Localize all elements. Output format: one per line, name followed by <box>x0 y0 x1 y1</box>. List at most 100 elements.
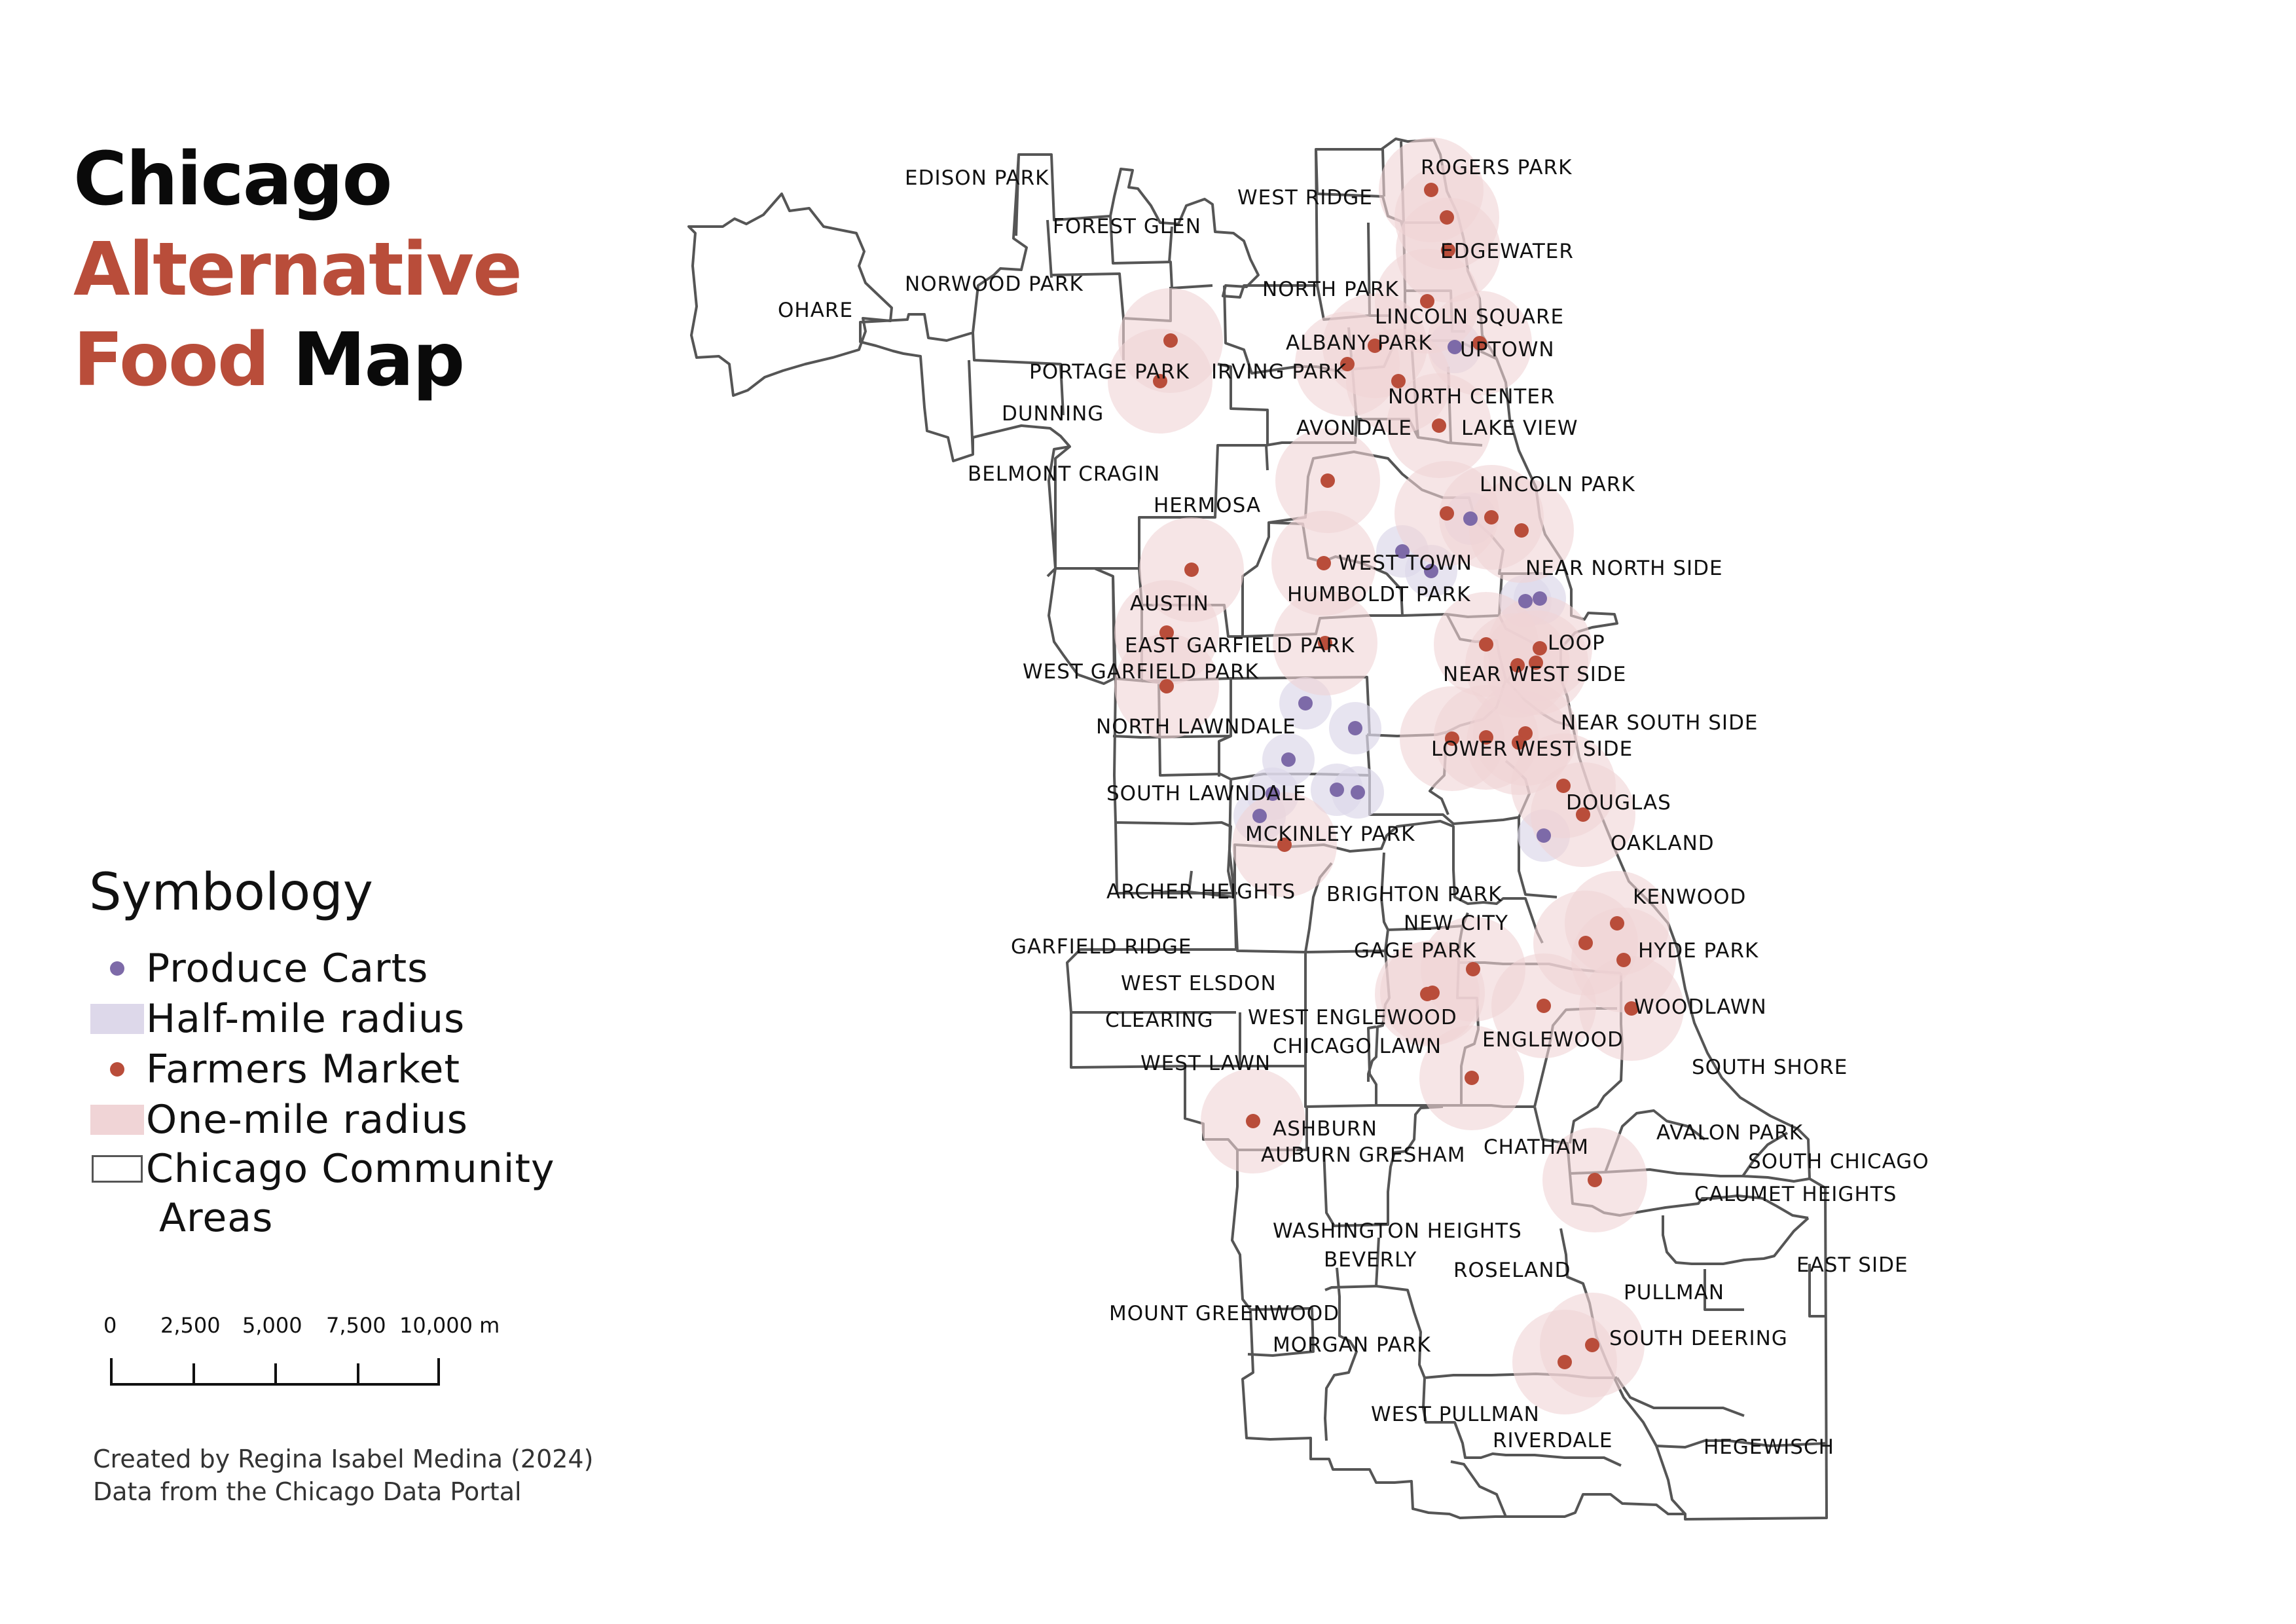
community-area-label: HUMBOLDT PARK <box>1287 583 1471 606</box>
farmers-market-dot[interactable] <box>1514 523 1529 538</box>
farmers-market-dot[interactable] <box>1432 418 1446 433</box>
produce-cart-dot[interactable] <box>1330 783 1344 797</box>
farmers-market-dot[interactable] <box>1556 779 1571 793</box>
farmers-market-dot[interactable] <box>1317 556 1331 570</box>
farmers-market-dot[interactable] <box>1420 987 1434 1001</box>
farmers-market-dot[interactable] <box>1321 473 1335 488</box>
location-dots-layer <box>1153 183 1639 1369</box>
boundary-internal-west <box>1046 567 1237 898</box>
farmers-market-dot[interactable] <box>1246 1114 1260 1128</box>
farmers-market-dot[interactable] <box>1537 999 1551 1013</box>
produce-cart-dot[interactable] <box>1518 594 1533 608</box>
community-area-label: WEST LAWN <box>1140 1052 1271 1075</box>
farmers-market-dot[interactable] <box>1578 936 1593 950</box>
farmers-market-dot[interactable] <box>1585 1338 1599 1352</box>
produce-cart-dot[interactable] <box>1348 721 1362 735</box>
farmers-market-dot[interactable] <box>1533 641 1547 655</box>
community-area-label: MCKINLEY PARK <box>1245 822 1415 846</box>
farmers-market-dot[interactable] <box>1610 916 1624 931</box>
community-area-label: HYDE PARK <box>1638 939 1758 963</box>
lavender-patch-icon <box>90 1004 144 1034</box>
farmers-market-dot[interactable] <box>1440 210 1454 225</box>
community-area-label: DOUGLAS <box>1566 791 1671 815</box>
community-area-label: WASHINGTON HEIGHTS <box>1273 1219 1522 1243</box>
farmers-market-dot[interactable] <box>1465 1071 1479 1085</box>
community-area-label: MOUNT GREENWOOD <box>1109 1302 1339 1325</box>
community-area-label: SOUTH DEERING <box>1609 1327 1788 1350</box>
community-area-label: HERMOSA <box>1154 494 1261 517</box>
farmers-market-dot[interactable] <box>1466 962 1480 976</box>
farmers-market-dot[interactable] <box>1479 730 1493 745</box>
produce-cart-dot[interactable] <box>1298 696 1313 710</box>
farmers-market-dot[interactable] <box>1445 731 1459 746</box>
farmers-market-dot[interactable] <box>1441 243 1455 257</box>
community-area-label: FOREST GLEN <box>1053 215 1201 238</box>
farmers-market-dot[interactable] <box>1159 679 1174 693</box>
farmers-market-dot[interactable] <box>1624 1001 1639 1016</box>
farmers-market-dot[interactable] <box>1340 357 1355 371</box>
farmers-market-dot[interactable] <box>1424 183 1438 197</box>
farmers-market-dot[interactable] <box>1616 953 1631 967</box>
red-dot-icon <box>110 1062 124 1077</box>
legend-item-produce-carts: Produce Carts <box>88 946 428 991</box>
farmers-market-dot[interactable] <box>1153 374 1167 388</box>
farmers-market-dot[interactable] <box>1159 625 1174 640</box>
community-area-label: LOOP <box>1548 631 1605 655</box>
community-area-label: NEAR WEST SIDE <box>1443 663 1626 686</box>
farmers-market-dot[interactable] <box>1558 1355 1572 1369</box>
farmers-market-dot[interactable] <box>1510 658 1525 673</box>
produce-cart-dot[interactable] <box>1351 785 1365 800</box>
legend-label: One-mile radius <box>146 1097 469 1143</box>
community-area-label: HEGEWISCH <box>1704 1435 1834 1459</box>
produce-cart-dot[interactable] <box>1252 809 1267 823</box>
produce-cart-dot[interactable] <box>1537 828 1551 843</box>
community-area-label: CLEARING <box>1105 1008 1214 1032</box>
farmers-market-dot[interactable] <box>1529 655 1543 670</box>
farmers-market-dot[interactable] <box>1479 637 1493 652</box>
community-area-label: EDISON PARK <box>905 166 1049 190</box>
produce-cart-dot[interactable] <box>1448 340 1462 354</box>
community-area-label: AVONDALE <box>1296 416 1412 440</box>
community-area-label: WEST ELSDON <box>1121 972 1277 995</box>
community-area-label: UPTOWN <box>1460 338 1555 361</box>
farmers-market-dot[interactable] <box>1277 838 1292 852</box>
community-area-label: CHICAGO LAWN <box>1273 1035 1442 1058</box>
title-alternative: Alternative <box>73 227 522 312</box>
farmers-market-dot[interactable] <box>1318 636 1332 650</box>
farmers-market-dot[interactable] <box>1440 506 1454 521</box>
community-area-label: NORTH CENTER <box>1388 385 1555 409</box>
farmers-market-dot[interactable] <box>1184 563 1199 577</box>
title-map: Map <box>293 318 465 403</box>
produce-cart-dot[interactable] <box>1424 564 1438 578</box>
community-area-label: ROSELAND <box>1453 1259 1571 1282</box>
produce-cart-dot[interactable] <box>1266 786 1280 801</box>
purple-dot-icon <box>110 961 124 976</box>
community-area-label: WEST GARFIELD PARK <box>1023 660 1259 684</box>
community-area-label: EDGEWATER <box>1440 240 1574 263</box>
farmers-market-dot[interactable] <box>1472 336 1487 350</box>
produce-cart-dot[interactable] <box>1463 511 1478 526</box>
produce-cart-dot[interactable] <box>1281 752 1296 767</box>
farmers-market-dot[interactable] <box>1588 1173 1602 1187</box>
community-area-label: WEST ENGLEWOOD <box>1248 1006 1457 1029</box>
farmers-market-dot[interactable] <box>1512 735 1526 750</box>
community-area-label: SOUTH CHICAGO <box>1748 1150 1929 1173</box>
scale-label-2500: 2,500 <box>160 1313 221 1338</box>
farmers-market-dot[interactable] <box>1391 374 1406 388</box>
community-area-label: LOWER WEST SIDE <box>1431 737 1633 761</box>
community-area-label: PULLMAN <box>1624 1281 1724 1304</box>
farmers-market-dot[interactable] <box>1368 339 1382 353</box>
community-area-label: WEST TOWN <box>1338 551 1472 575</box>
farmers-market-dot[interactable] <box>1420 294 1434 308</box>
farmers-market-dot[interactable] <box>1576 807 1590 822</box>
farmers-market-dot[interactable] <box>1163 333 1178 348</box>
community-area-label: BRIGHTON PARK <box>1326 883 1502 906</box>
community-area-label: GARFIELD RIDGE <box>1011 935 1192 959</box>
produce-cart-dot[interactable] <box>1533 591 1547 606</box>
community-area-label: NEAR NORTH SIDE <box>1525 557 1723 580</box>
produce-cart-dot[interactable] <box>1395 544 1410 559</box>
legend-heading: Symbology <box>89 863 373 922</box>
one-mile-buffer-layer <box>1108 138 1684 1414</box>
farmers-market-dot[interactable] <box>1484 510 1499 525</box>
legend-label: Farmers Market <box>146 1046 460 1092</box>
